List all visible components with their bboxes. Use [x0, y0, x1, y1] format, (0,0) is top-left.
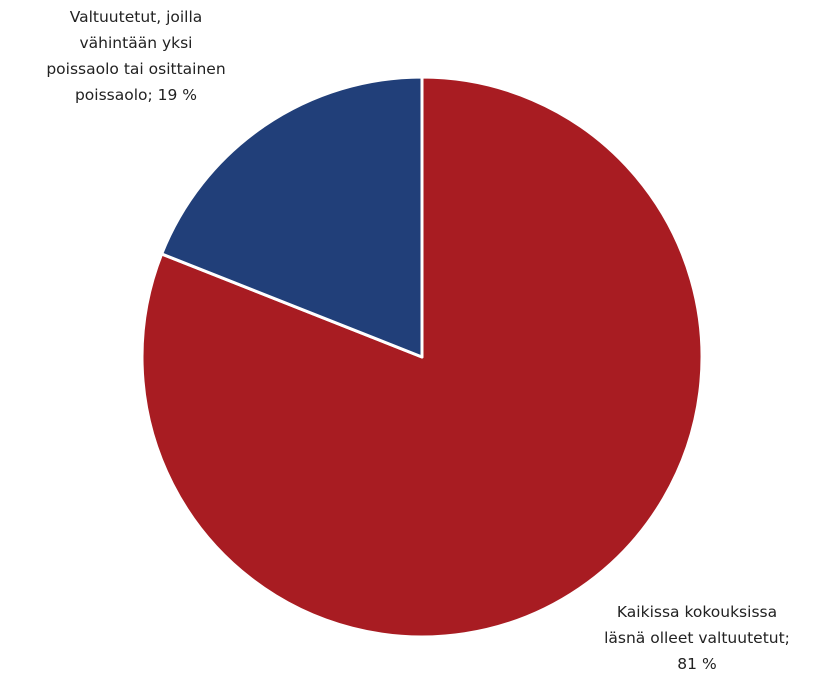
slice-label-absent-line-4: poissaolo; 19 % [74, 86, 198, 104]
slice-label-present-line-2: läsnä olleet valtuutetut; [604, 629, 790, 647]
slice-label-absent: Valtuutetut, joilla vähintään yksi poiss… [8, 4, 264, 108]
slice-label-absent-line-3: poissaolo tai osittainen [46, 60, 226, 78]
slice-label-present-line-3: 81 % [677, 655, 717, 673]
pie-slice-absent [160, 75, 424, 359]
slice-label-absent-line-2: vähintään yksi [79, 34, 193, 52]
slice-label-present-line-1: Kaikissa kokouksissa [616, 603, 778, 621]
slice-label-absent-line-1: Valtuutetut, joilla [69, 8, 203, 26]
slice-label-present: Kaikissa kokouksissa läsnä olleet valtuu… [568, 599, 826, 677]
